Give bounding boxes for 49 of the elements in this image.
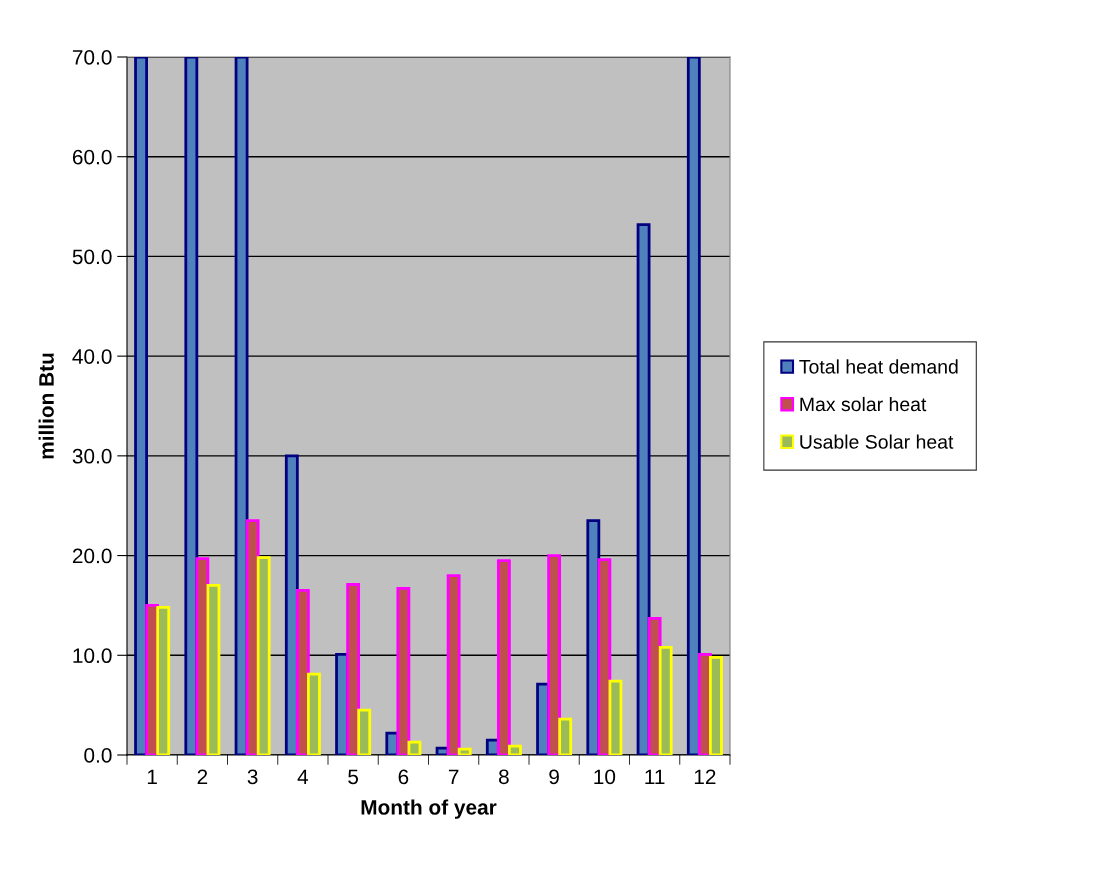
y-axis-title: million Btu	[38, 353, 54, 459]
x-tick-label: 12	[694, 769, 716, 784]
bar	[608, 679, 623, 755]
y-tick-label: 20.0	[72, 548, 112, 564]
bar	[508, 744, 522, 755]
bar	[256, 556, 271, 755]
bar	[184, 57, 199, 755]
bar	[658, 645, 673, 755]
x-tick-label: 7	[448, 769, 459, 784]
legend-label: Max solar heat	[800, 396, 927, 412]
x-tick-label: 3	[247, 769, 258, 785]
bar	[558, 717, 573, 755]
bar	[295, 589, 310, 755]
bar	[284, 454, 299, 755]
y-tick-label: 40.0	[72, 349, 112, 364]
bar	[357, 708, 372, 755]
bar	[686, 57, 701, 755]
bar	[407, 740, 422, 755]
y-tick-label: 10.0	[73, 648, 112, 664]
bar	[636, 223, 651, 755]
x-axis-title: Month of year	[361, 799, 497, 819]
bar	[446, 574, 461, 755]
x-tick-label: 5	[348, 769, 359, 785]
x-tick-label: 9	[549, 769, 559, 785]
bar	[709, 655, 723, 755]
y-tick-label: 30.0	[72, 448, 112, 464]
bar	[206, 584, 221, 755]
x-tick-label: 2	[197, 769, 208, 784]
y-tick-label: 60.0	[72, 149, 112, 165]
legend-label: Usable Solar heat	[800, 434, 954, 449]
bar	[496, 559, 511, 755]
y-tick-label: 50.0	[72, 249, 112, 265]
x-tick-label: 10	[594, 769, 616, 785]
x-tick-label: 1	[147, 769, 157, 784]
x-tick-label: 11	[645, 769, 665, 784]
bar	[307, 672, 321, 755]
bar	[346, 583, 361, 755]
x-tick-label: 6	[398, 769, 409, 785]
bar	[134, 57, 148, 755]
x-tick-label: 8	[498, 769, 509, 785]
bar	[547, 554, 562, 755]
y-tick-label: 70.0	[72, 50, 112, 65]
bar	[156, 606, 171, 755]
y-tick-label: 0.0	[84, 748, 112, 763]
bar	[396, 587, 411, 755]
legend-label: Total heat demand	[799, 359, 958, 374]
bar	[597, 558, 612, 755]
x-tick-label: 4	[297, 769, 309, 784]
bar	[457, 747, 472, 755]
